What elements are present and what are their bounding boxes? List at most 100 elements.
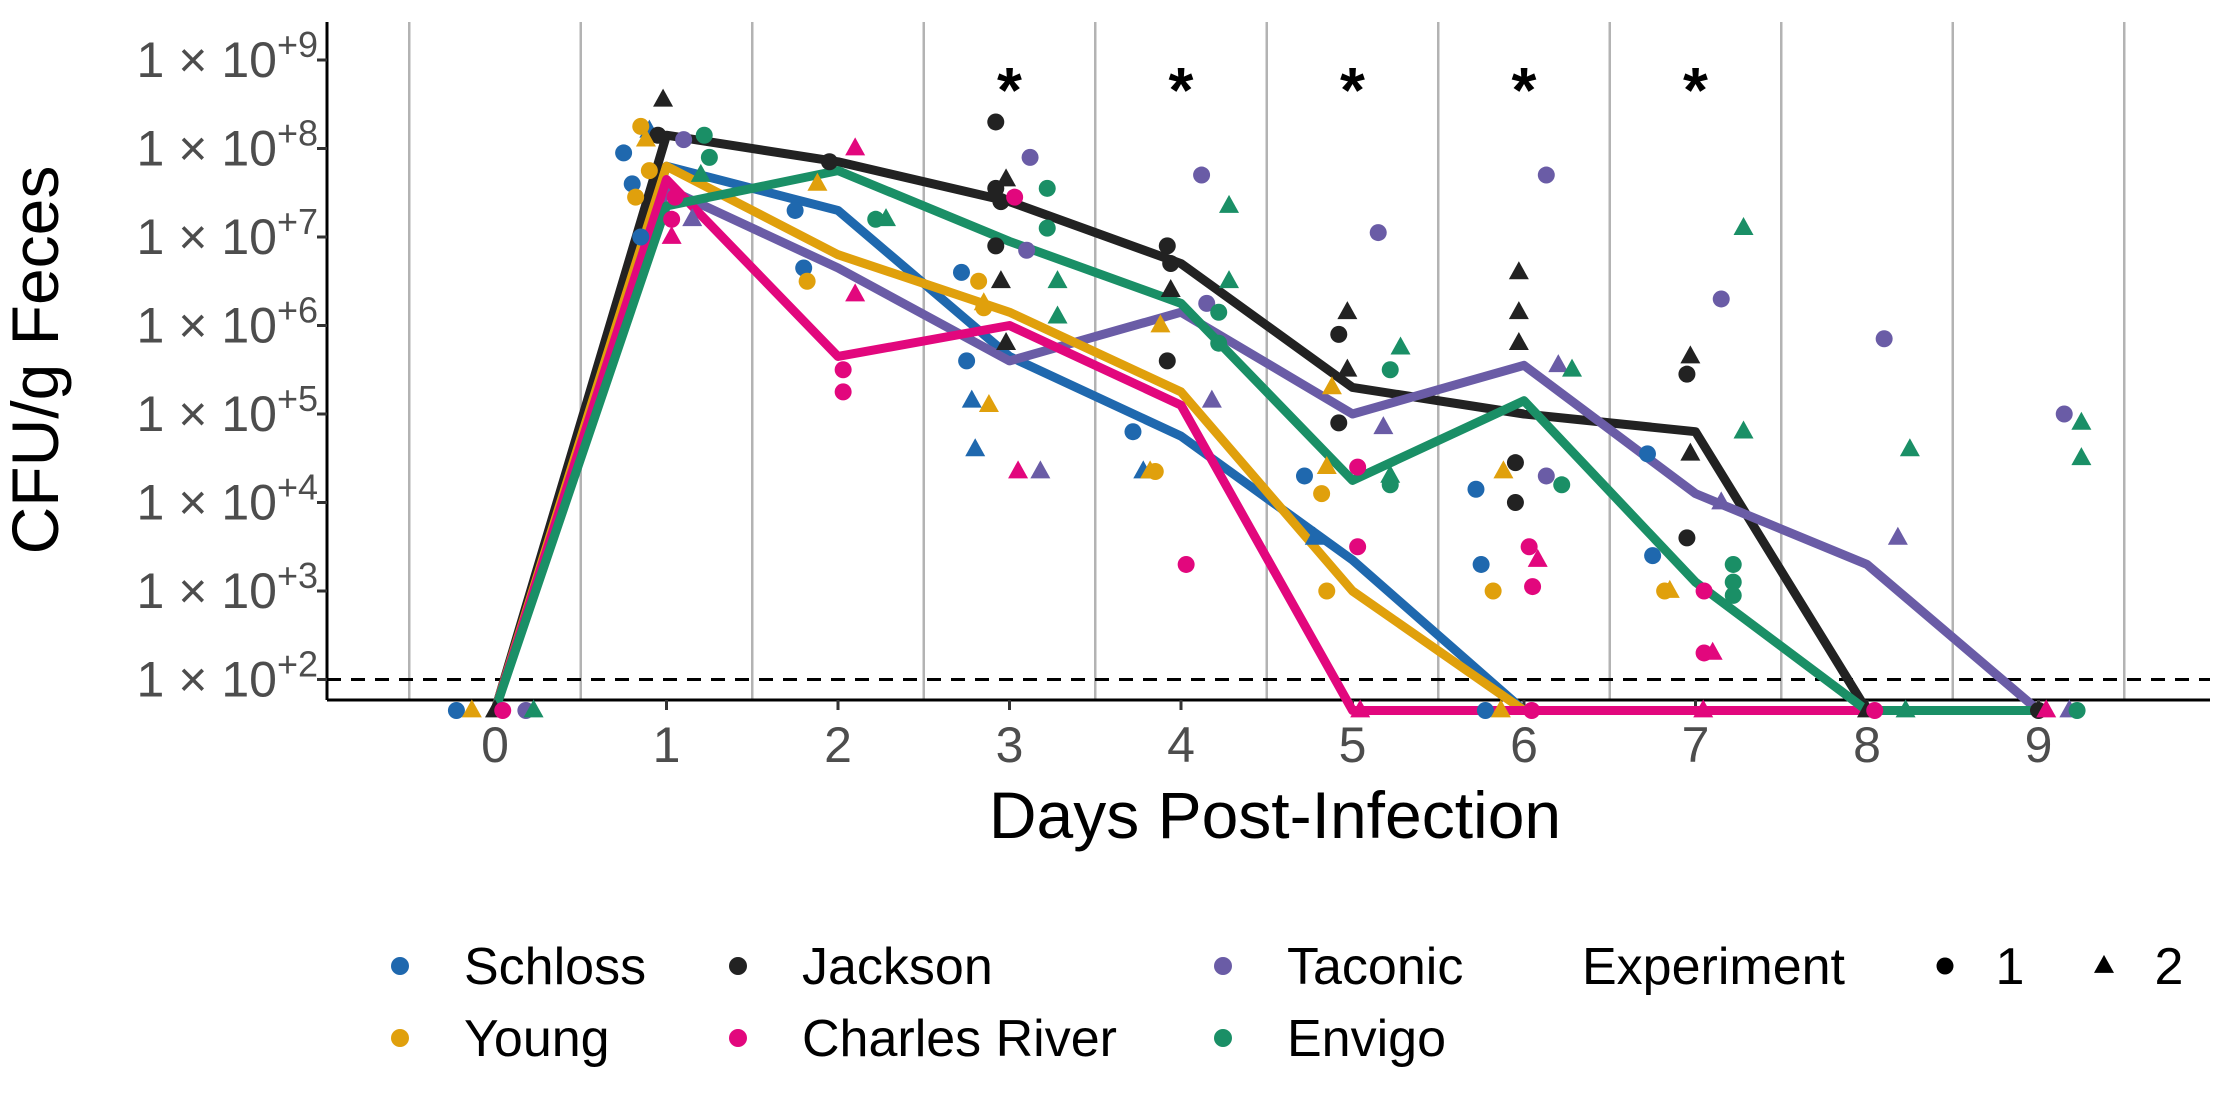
data-point bbox=[2071, 447, 2092, 466]
series-line-envigo bbox=[490, 166, 2039, 715]
data-point bbox=[1680, 345, 1701, 364]
data-point bbox=[1124, 423, 1142, 441]
data-point bbox=[978, 393, 999, 412]
data-point bbox=[1330, 325, 1348, 343]
data-point bbox=[1316, 455, 1337, 474]
data-point bbox=[834, 383, 852, 401]
data-point bbox=[1150, 314, 1171, 333]
y-tick-label: 1 × 10+7 bbox=[137, 201, 318, 265]
x-axis-title: Days Post-Infection bbox=[989, 778, 1561, 852]
data-point bbox=[798, 272, 816, 290]
data-point bbox=[663, 210, 681, 228]
data-point bbox=[1006, 188, 1024, 206]
data-point bbox=[1712, 290, 1730, 308]
data-point bbox=[958, 352, 976, 370]
data-point bbox=[1553, 476, 1571, 494]
data-point bbox=[494, 701, 512, 719]
data-point bbox=[845, 137, 866, 156]
data-point bbox=[690, 163, 711, 182]
x-tick-labels: 0 1 2 3 4 5 6 7 8 9 bbox=[481, 717, 2052, 773]
y-tick-label: 1 × 10+2 bbox=[137, 644, 318, 708]
data-point bbox=[1193, 166, 1211, 184]
series-line-young bbox=[490, 161, 1527, 715]
x-tick-label: 4 bbox=[1167, 717, 1195, 773]
data-point bbox=[653, 88, 674, 107]
data-point bbox=[2071, 411, 2092, 430]
legend-shape-key bbox=[2094, 954, 2114, 973]
data-point bbox=[1733, 216, 1754, 235]
data-point bbox=[1733, 420, 1754, 439]
data-point bbox=[1711, 491, 1732, 510]
data-point bbox=[1038, 219, 1056, 237]
data-point bbox=[1160, 278, 1181, 297]
legend-label: Young bbox=[464, 1010, 610, 1068]
data-point bbox=[1508, 301, 1529, 320]
legend-key bbox=[1214, 1029, 1232, 1047]
data-point bbox=[1506, 454, 1524, 472]
data-point bbox=[1318, 582, 1336, 600]
y-tick-labels: 1 × 10+2 1 × 10+3 1 × 10+4 1 × 10+5 1 × 10+6… bbox=[137, 24, 318, 708]
data-point bbox=[1350, 699, 1371, 718]
y-tick-label: 1 × 10+4 bbox=[137, 467, 318, 531]
legend-key bbox=[1214, 957, 1232, 975]
legend-label: Jackson bbox=[802, 938, 993, 996]
data-point bbox=[2036, 699, 2057, 718]
data-point bbox=[1899, 438, 1920, 457]
series-line-jackson bbox=[490, 130, 2039, 715]
data-point bbox=[996, 332, 1017, 351]
data-point bbox=[2068, 701, 2086, 719]
data-point bbox=[834, 361, 852, 379]
data-point bbox=[1162, 255, 1180, 273]
data-point bbox=[640, 162, 658, 180]
data-point bbox=[845, 283, 866, 302]
significance-star: * bbox=[1169, 54, 1194, 126]
significance-star: * bbox=[1683, 54, 1708, 126]
data-point bbox=[523, 699, 544, 718]
x-tick-label: 1 bbox=[653, 717, 681, 773]
data-point bbox=[1678, 365, 1696, 383]
data-point bbox=[1330, 414, 1348, 432]
data-point bbox=[1490, 699, 1511, 718]
data-point bbox=[1527, 548, 1548, 567]
data-point bbox=[682, 208, 703, 227]
data-point bbox=[1337, 301, 1358, 320]
data-point bbox=[1158, 237, 1176, 255]
data-point bbox=[970, 272, 988, 290]
data-point bbox=[1038, 179, 1056, 197]
data-point bbox=[1724, 555, 1742, 573]
data-point bbox=[1887, 526, 1908, 545]
data-point bbox=[1140, 460, 1161, 479]
data-point bbox=[649, 126, 667, 144]
data-point bbox=[1380, 464, 1401, 483]
y-tick-label: 1 × 10+9 bbox=[137, 24, 318, 88]
data-point bbox=[795, 259, 813, 277]
data-point bbox=[973, 292, 994, 311]
data-point bbox=[1349, 458, 1367, 476]
data-point bbox=[952, 263, 970, 281]
data-point bbox=[632, 228, 650, 246]
data-point bbox=[2055, 405, 2073, 423]
data-point bbox=[627, 188, 645, 206]
x-tick-label: 7 bbox=[1682, 717, 1710, 773]
y-tick-label: 1 × 10+8 bbox=[137, 113, 318, 177]
data-point bbox=[1895, 699, 1916, 718]
data-point bbox=[1472, 555, 1490, 573]
data-point bbox=[615, 144, 633, 162]
data-point bbox=[1678, 529, 1696, 547]
data-point bbox=[1548, 354, 1569, 373]
data-point bbox=[695, 126, 713, 144]
y-tick-label: 1 × 10+6 bbox=[137, 290, 318, 354]
significance-star: * bbox=[1340, 54, 1365, 126]
significance-star: * bbox=[997, 54, 1022, 126]
data-point bbox=[1693, 699, 1714, 718]
data-point bbox=[635, 128, 656, 147]
data-point bbox=[661, 225, 682, 244]
data-point bbox=[987, 237, 1005, 255]
data-point bbox=[1158, 352, 1176, 370]
data-point bbox=[1381, 361, 1399, 379]
data-point bbox=[1467, 480, 1485, 498]
data-point bbox=[1695, 582, 1713, 600]
data-point bbox=[1476, 701, 1494, 719]
data-point bbox=[1638, 445, 1656, 463]
